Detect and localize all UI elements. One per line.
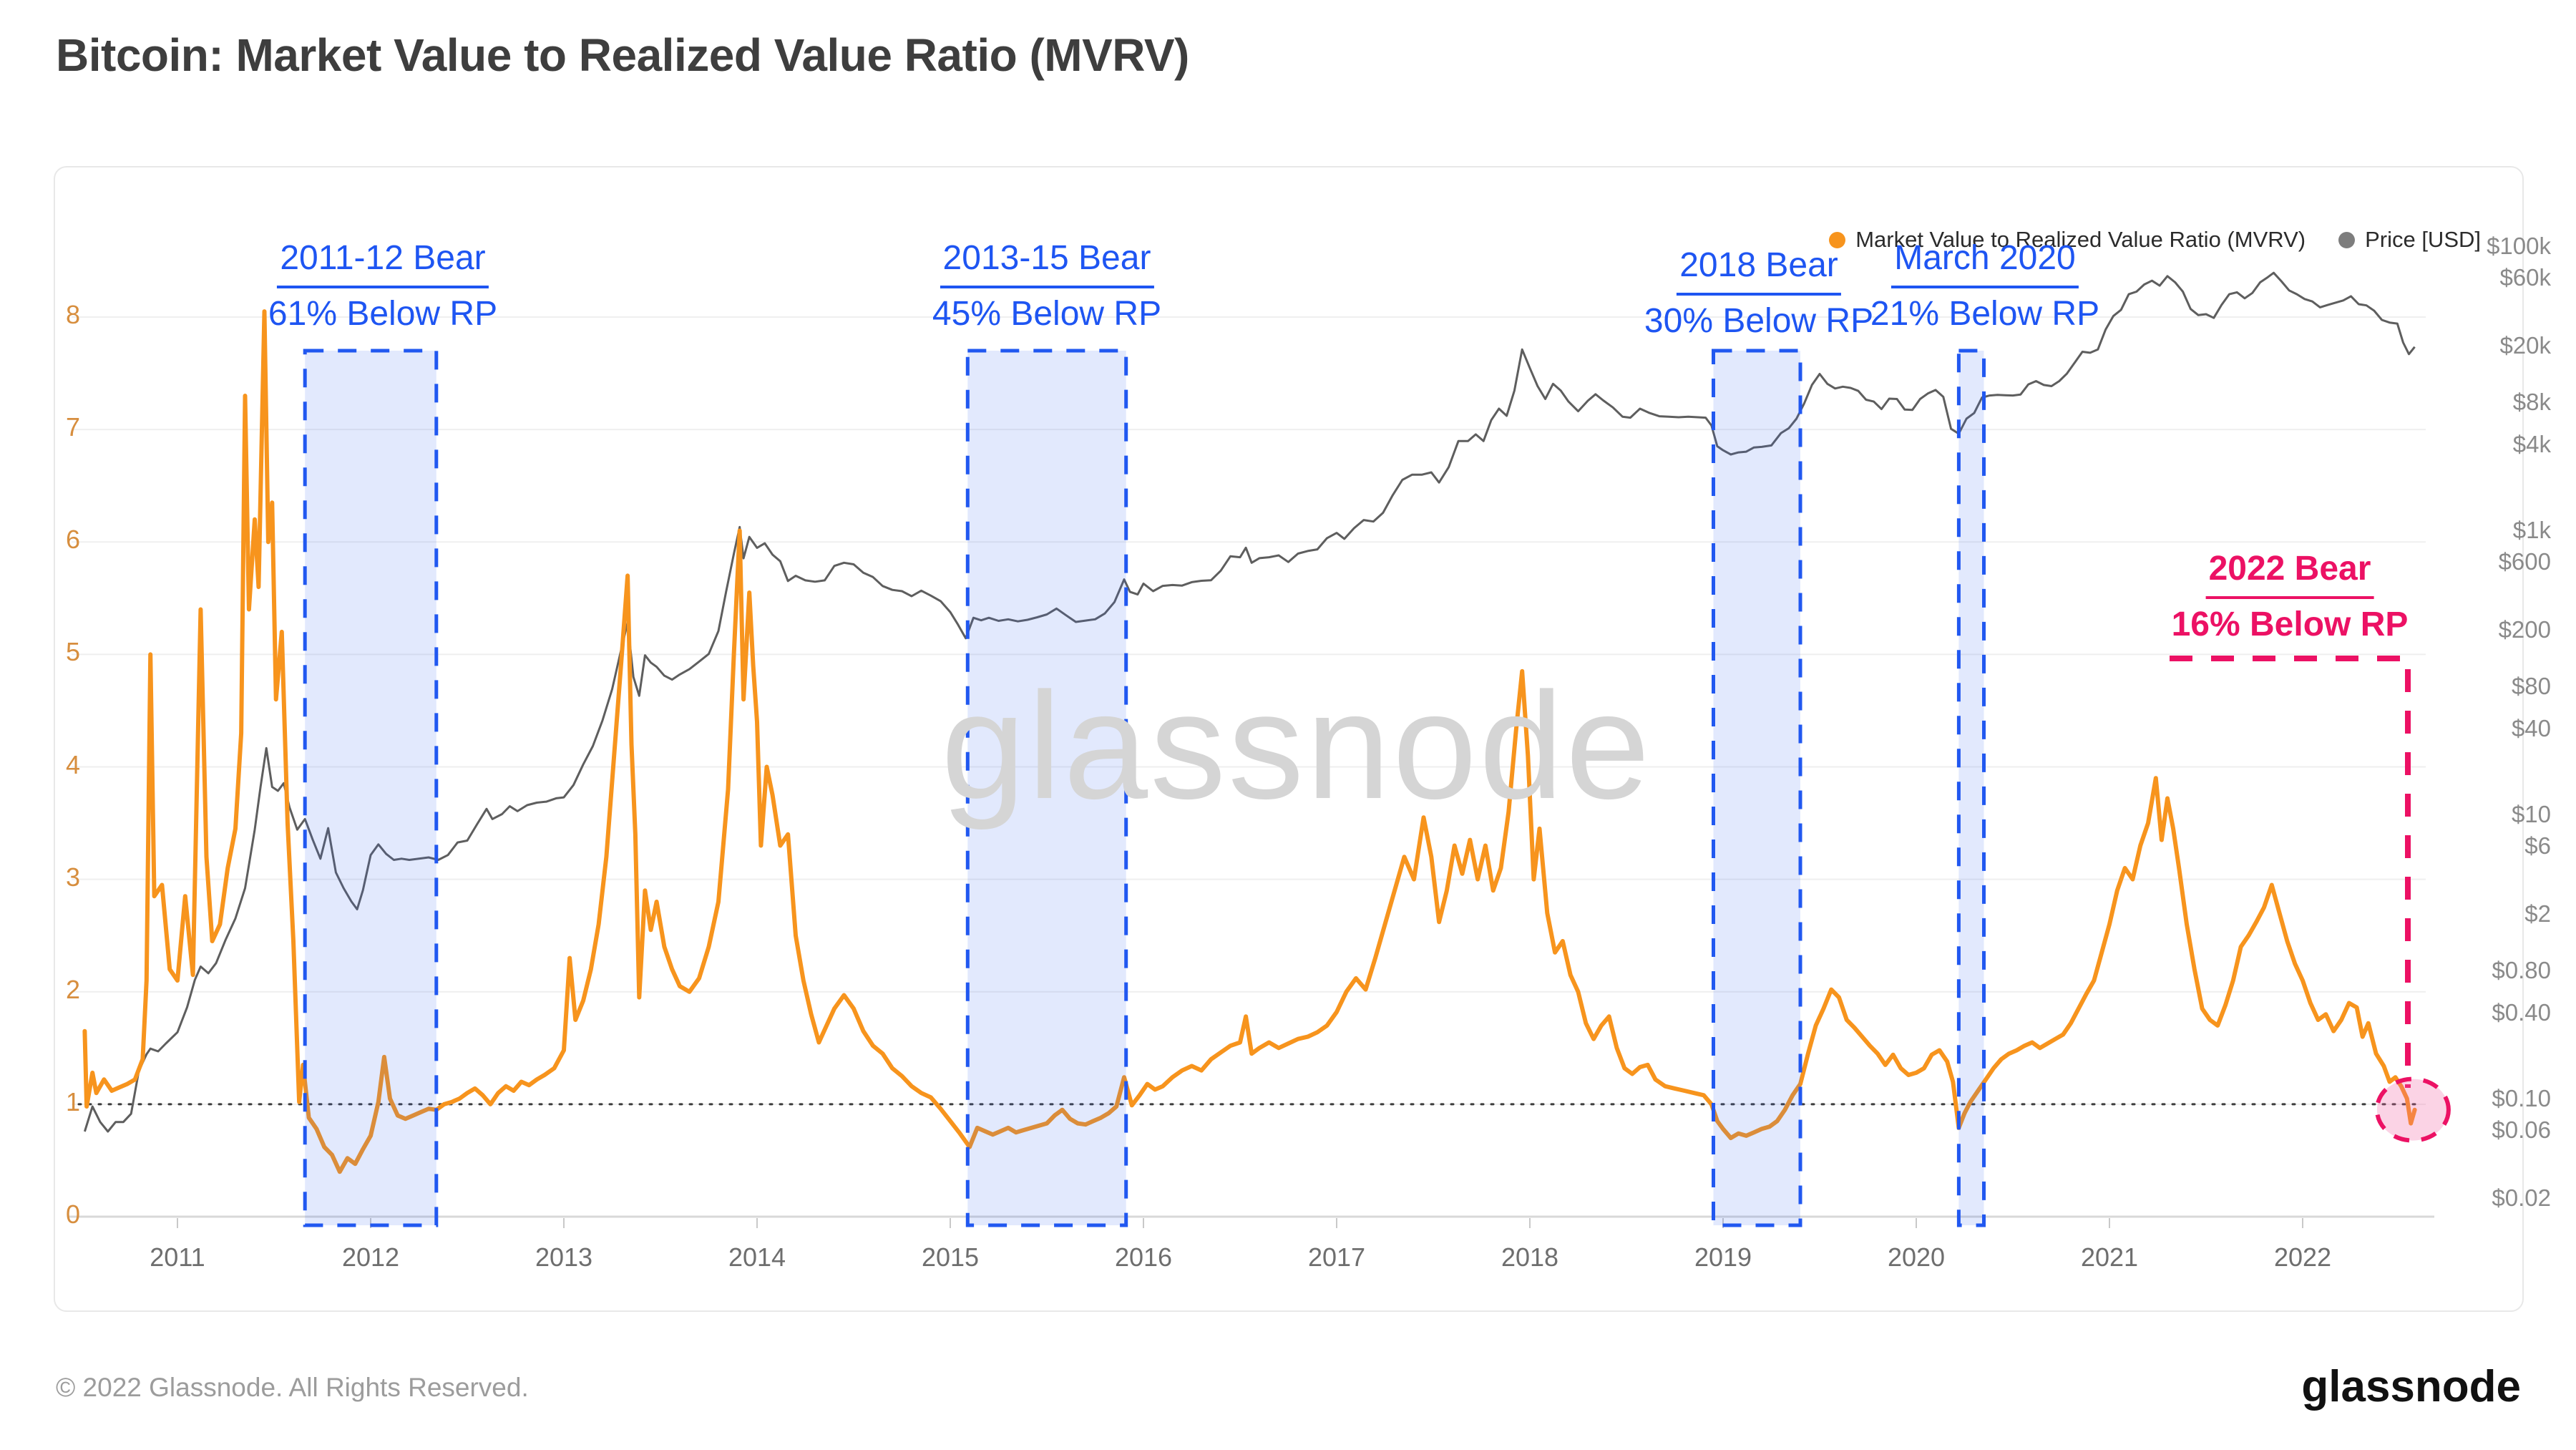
legend-item-price[interactable]: Price [USD] bbox=[2338, 227, 2481, 253]
footer-copyright: © 2022 Glassnode. All Rights Reserved. bbox=[56, 1373, 529, 1402]
annotation-subtitle: 16% Below RP bbox=[2171, 605, 2409, 644]
annotation-march-2020: March 2020 21% Below RP bbox=[1870, 236, 2099, 337]
chart-legend: Market Value to Realized Value Ratio (MV… bbox=[1829, 227, 2481, 253]
annotation-subtitle: 30% Below RP bbox=[1644, 302, 1874, 341]
annotation-title: 2011-12 Bear bbox=[277, 236, 489, 289]
annotation-subtitle: 21% Below RP bbox=[1870, 295, 2100, 334]
glassnode-watermark: glassnode bbox=[941, 661, 1652, 830]
legend-item-mvrv[interactable]: Market Value to Realized Value Ratio (MV… bbox=[1829, 227, 2306, 253]
price-series-dot-icon bbox=[2338, 231, 2356, 248]
annotation-title: 2013-15 Bear bbox=[940, 236, 1154, 289]
annotation-2018-bear: 2018 Bear 30% Below RP bbox=[1644, 243, 1873, 344]
annotation-title: 2018 Bear bbox=[1677, 243, 1841, 296]
annotation-subtitle: 61% Below RP bbox=[268, 295, 498, 334]
annotation-2022-bear: 2022 Bear 16% Below RP bbox=[2172, 547, 2409, 648]
annotation-subtitle: 45% Below RP bbox=[932, 295, 1162, 334]
annotation-title: March 2020 bbox=[1891, 236, 2079, 289]
page-title: Bitcoin: Market Value to Realized Value … bbox=[56, 29, 1189, 81]
annotation-title: 2022 Bear bbox=[2205, 547, 2374, 600]
legend-label-mvrv: Market Value to Realized Value Ratio (MV… bbox=[1855, 227, 2306, 252]
legend-label-price: Price [USD] bbox=[2365, 227, 2481, 252]
glassnode-logo: glassnode bbox=[2301, 1362, 2521, 1411]
annotation-2013-15-bear: 2013-15 Bear 45% Below RP bbox=[932, 236, 1161, 337]
mvrv-series-dot-icon bbox=[1829, 231, 1846, 248]
annotation-2011-12-bear: 2011-12 Bear 61% Below RP bbox=[268, 236, 497, 337]
